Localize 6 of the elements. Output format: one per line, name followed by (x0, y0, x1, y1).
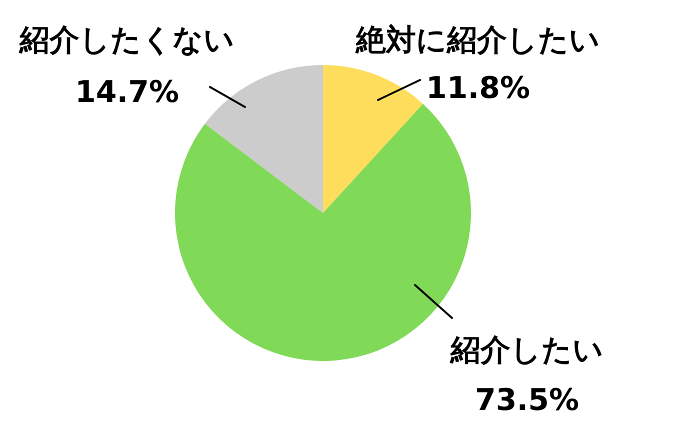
data-label: 11.8% (426, 70, 530, 106)
slice-label: 紹介したい (450, 332, 604, 368)
slice-label: 紹介したくない (18, 22, 234, 58)
slice-label: 絶対に紹介したい (355, 22, 600, 58)
data-label: 73.5% (474, 382, 580, 418)
data-label: 14.7% (74, 74, 180, 110)
